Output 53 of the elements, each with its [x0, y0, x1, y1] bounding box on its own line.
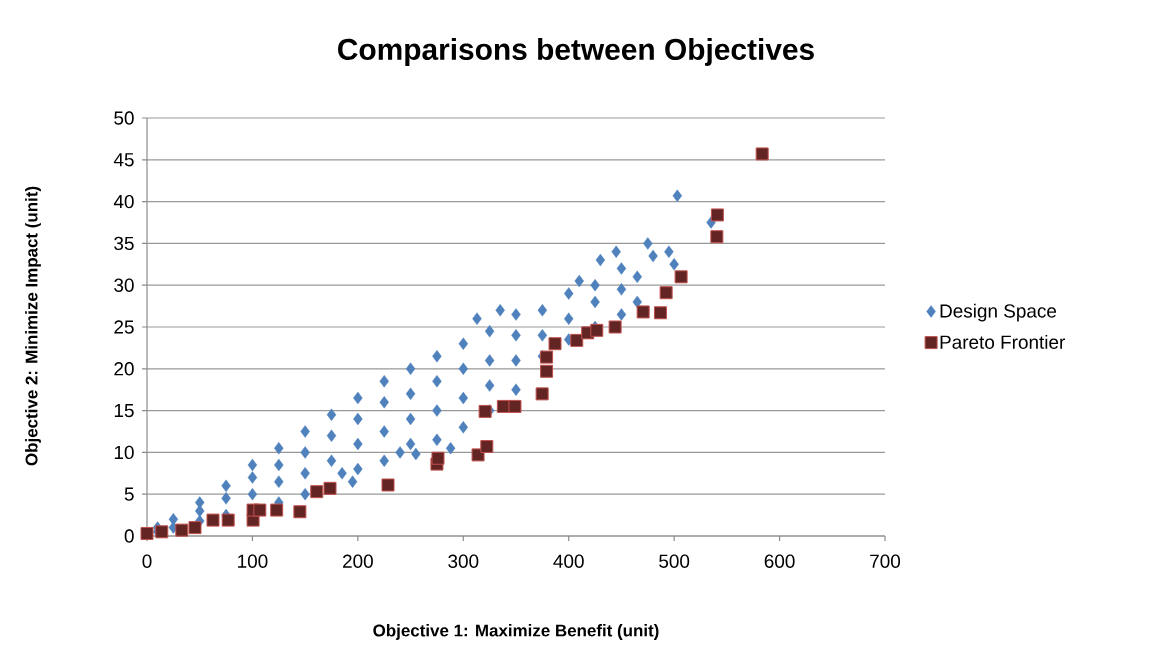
x-tick-label: 600 [764, 554, 795, 568]
point [480, 440, 494, 454]
point [140, 526, 154, 540]
y-tick-label: 15 [114, 403, 134, 418]
x-tick-label: 100 [238, 554, 268, 568]
point [540, 364, 554, 378]
x-tick-label: 200 [343, 554, 373, 568]
point [590, 323, 604, 337]
y-tick-label: 40 [113, 194, 134, 209]
point [381, 478, 395, 492]
point [755, 147, 769, 161]
y-tick-label: 0 [124, 529, 134, 543]
point [508, 399, 522, 413]
point [206, 513, 220, 527]
y-tick-label: 25 [114, 320, 134, 334]
point [323, 481, 337, 495]
x-tick-label: 0 [142, 554, 152, 568]
point [155, 525, 169, 539]
point [540, 350, 554, 364]
point [636, 305, 650, 319]
point [710, 208, 724, 222]
y-tick-label: 35 [114, 236, 134, 251]
point [710, 230, 724, 244]
point [535, 387, 549, 401]
point [674, 270, 688, 284]
legend-label: Pareto Frontier [940, 334, 1065, 349]
legend-label: Design Space [940, 303, 1057, 322]
y-tick-label: 20 [114, 362, 134, 376]
chart-title: Comparisons between Objectives [338, 38, 814, 66]
point [188, 521, 202, 535]
point [293, 505, 307, 519]
point [175, 523, 189, 537]
point [310, 485, 324, 499]
y-axis-title: Objective 2: Minimize Impact (unit) [25, 186, 41, 466]
x-tick-label: 400 [553, 554, 584, 568]
x-tick-label: 700 [870, 554, 901, 568]
y-tick-label: 10 [114, 445, 134, 460]
point [478, 404, 492, 418]
point [659, 286, 673, 300]
point [221, 513, 235, 527]
point [253, 503, 267, 517]
point [548, 337, 562, 351]
x-tick-label: 500 [659, 554, 690, 568]
y-tick-label: 5 [124, 487, 134, 501]
x-axis-title: Objective 1: Maximize Benefit (unit) [373, 624, 659, 640]
x-tick-label: 300 [448, 554, 479, 568]
point [431, 451, 445, 465]
y-tick-label: 30 [114, 278, 134, 292]
y-tick-label: 45 [113, 153, 134, 167]
point [653, 306, 667, 320]
y-tick-label: 50 [114, 111, 134, 125]
point [570, 333, 584, 347]
point [608, 320, 622, 334]
